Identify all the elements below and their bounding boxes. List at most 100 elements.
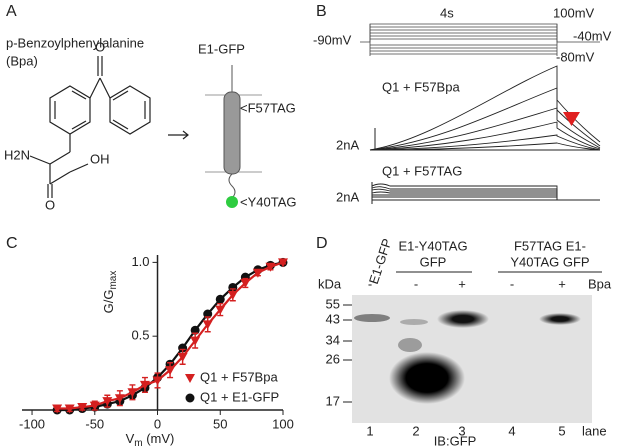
data-point <box>202 320 213 330</box>
x-tick-label: 100 <box>272 416 294 431</box>
data-point <box>89 401 100 411</box>
atom-label: H2N <box>4 147 30 162</box>
marker-label: 26 <box>326 351 340 366</box>
bpa-sign: - <box>414 276 418 291</box>
lane-number: 2 <box>412 423 419 438</box>
x-tick-label: 0 <box>154 416 161 431</box>
data-point <box>114 394 125 404</box>
current-traces <box>371 183 600 201</box>
atom-label: O <box>95 39 105 54</box>
antibody-label: IB:GFP <box>434 433 477 448</box>
trace-label: Q1 + F57Bpa <box>382 79 460 94</box>
y-tick-label: 0.5 <box>131 328 149 343</box>
panel-b: B 4s 100mV -40mV -80mV -90mV Q1 + F57Bpa… <box>313 3 612 204</box>
y-axis-label-main: G/G <box>101 290 116 314</box>
scale-label: 2nA <box>336 137 359 152</box>
x-axis-label-unit: (mV) <box>143 431 175 446</box>
data-point <box>190 336 201 346</box>
band <box>398 338 422 352</box>
marker-triangle <box>563 112 580 126</box>
data-point <box>139 380 150 390</box>
atom-label: OH <box>90 151 110 166</box>
gfp <box>226 196 238 208</box>
voltage-label: -40mV <box>573 28 612 43</box>
arrow-head <box>182 130 189 140</box>
lane-number: 5 <box>558 423 565 438</box>
voltage-label: -80mV <box>556 49 595 64</box>
voltage-label: 100mV <box>553 5 595 20</box>
construct-label: E1-GFP <box>198 41 245 56</box>
panel-label: A <box>6 3 17 20</box>
duration-label: 4s <box>440 5 454 20</box>
bpa-sign: - <box>510 276 514 291</box>
group-header: F57TAG E1- <box>514 238 586 253</box>
trace-label: Q1 + F57TAG <box>382 163 462 178</box>
group-header: E1-Y40TAG <box>398 238 467 253</box>
panel-label: C <box>6 235 18 252</box>
marker-label: 34 <box>326 332 340 347</box>
data-point <box>190 325 200 335</box>
group-header: GFP <box>420 254 447 269</box>
x-axis-label-sub: m <box>134 438 142 448</box>
structure <box>29 56 151 198</box>
panel-d: D E1-GFP E1-Y40TAG GFP F57TAG E1- Y40TAG… <box>316 235 612 448</box>
band <box>539 313 581 325</box>
group-header: Y40TAG GFP <box>510 254 589 269</box>
legend-label: Q1 + F57Bpa <box>200 369 278 384</box>
x-axis-label-main: V <box>126 431 135 446</box>
molecule-name: p-Benzoylphenylalanine <box>6 35 144 50</box>
lane-number: 4 <box>508 423 515 438</box>
lane-word: lane <box>582 423 607 438</box>
data-point <box>152 376 163 386</box>
y-tick-label: 1.0 <box>131 254 149 269</box>
data-point <box>240 279 251 289</box>
data-point <box>178 343 188 353</box>
atom-label: O <box>45 197 55 212</box>
data-point <box>165 366 176 376</box>
marker-label: 55 <box>326 296 340 311</box>
x-tick-label: -50 <box>85 416 104 431</box>
data-point <box>64 404 75 414</box>
data-point <box>227 290 238 300</box>
voltage-label: -90mV <box>313 32 352 47</box>
band <box>354 314 390 322</box>
helix <box>223 91 241 175</box>
scale-label: 2nA <box>336 189 359 204</box>
data-point <box>265 262 276 272</box>
data-point <box>215 294 225 304</box>
x-tick-label: -100 <box>19 416 45 431</box>
band <box>437 310 489 328</box>
bpa-sign: + <box>458 276 466 291</box>
lane-number: 1 <box>366 423 373 438</box>
lane-number: 3 <box>458 423 465 438</box>
tail <box>228 173 236 199</box>
current-traces <box>369 65 601 151</box>
data-point <box>52 404 63 414</box>
data-point <box>228 282 238 292</box>
panel-label: B <box>316 3 327 20</box>
protocol <box>360 23 600 56</box>
fit-line <box>57 261 284 410</box>
data-point <box>102 397 113 407</box>
data-point <box>77 403 88 413</box>
panel-c: C G/Gmax Vm (mV) -100 -50 0 50 100 0.5 1.0 Q1 +… <box>6 235 294 448</box>
data-point <box>215 305 226 315</box>
band <box>400 319 428 325</box>
marker-label: 17 <box>326 393 340 408</box>
bpa-sign: - <box>368 276 372 291</box>
y-axis-label-sub: max <box>108 271 119 290</box>
fit-line <box>57 261 284 412</box>
legend-marker <box>185 374 195 383</box>
marker-label: 43 <box>326 311 340 326</box>
x-axis-label: Vm (mV) <box>126 431 175 448</box>
bpa-label: Bpa <box>588 276 612 291</box>
legend-marker <box>185 393 195 403</box>
x-tick-label: 50 <box>213 416 227 431</box>
y-axis-label: G/Gmax <box>101 271 118 314</box>
data-point <box>278 258 288 268</box>
unit-label: kDa <box>318 276 342 291</box>
data-point <box>177 352 188 362</box>
panel-a: A p-Benzoylphenylalanine (Bpa) O OH O H2… <box>4 3 296 212</box>
data-point <box>252 268 263 278</box>
